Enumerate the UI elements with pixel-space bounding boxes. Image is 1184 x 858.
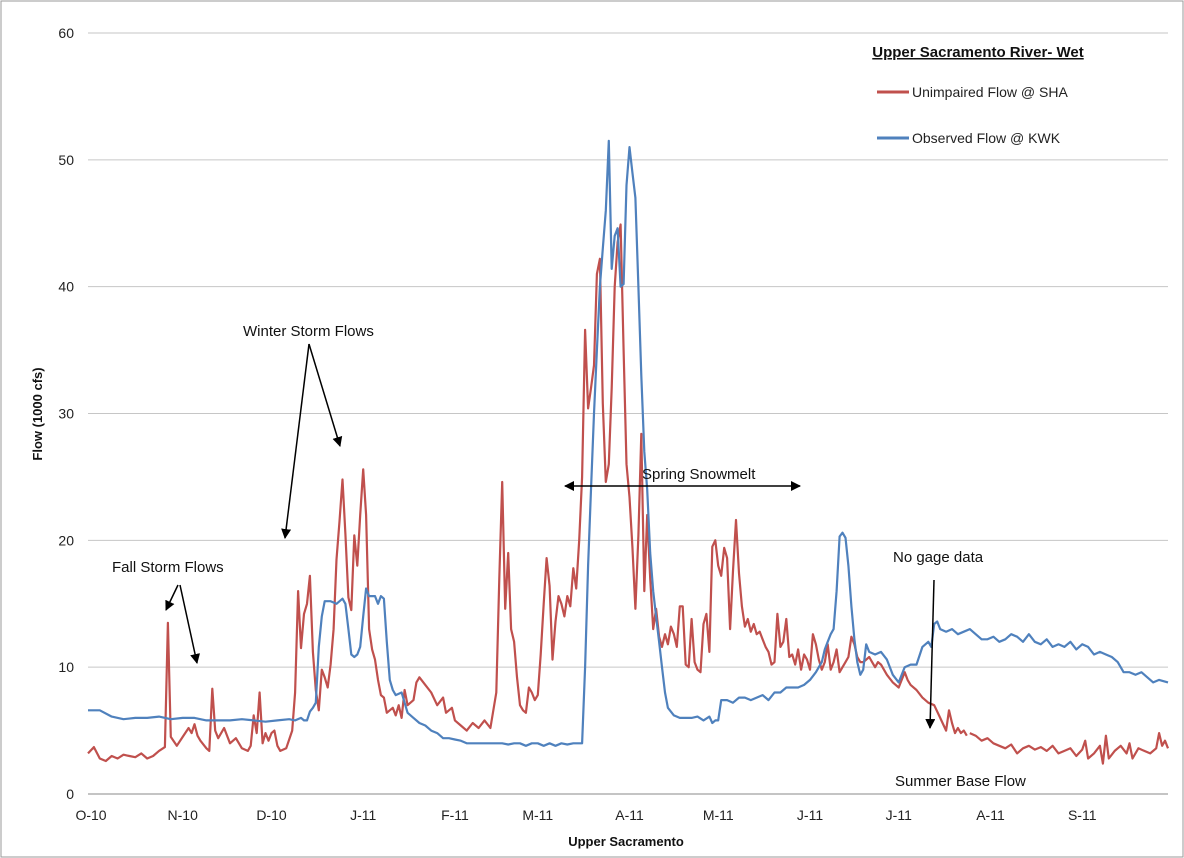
x-axis-ticks: O-10 N-10 D-10 J-11 F-11 M-11 A-11 M-11 J-11 J-11… xyxy=(75,807,1096,823)
x-tick-label: N-10 xyxy=(168,807,199,823)
y-tick-label: 40 xyxy=(58,279,74,295)
x-tick-label: A-11 xyxy=(615,807,644,823)
y-tick-label: 60 xyxy=(58,25,74,41)
annotation-summer-base-flow: Summer Base Flow xyxy=(895,773,1026,790)
annotation-winter-storm: Winter Storm Flows xyxy=(243,323,374,340)
chart-title: Upper Sacramento River- Wet xyxy=(872,44,1083,61)
x-axis-title: Upper Sacramento xyxy=(568,834,684,849)
arrow-winter-1 xyxy=(281,343,310,539)
annotation-no-gage-data: No gage data xyxy=(893,549,984,566)
annotation-fall-storm: Fall Storm Flows xyxy=(112,559,224,576)
arrow-no-gage xyxy=(925,579,936,729)
y-axis-title: Flow (1000 cfs) xyxy=(30,367,45,460)
x-tick-label: A-11 xyxy=(976,807,1005,823)
annotation-spring-snowmelt: Spring Snowmelt xyxy=(642,466,756,483)
y-tick-label: 50 xyxy=(58,152,74,168)
x-tick-label: M-11 xyxy=(522,807,553,823)
legend-label-observed: Observed Flow @ KWK xyxy=(912,130,1061,146)
x-tick-label: D-10 xyxy=(256,807,287,823)
x-tick-label: F-11 xyxy=(441,807,469,823)
y-tick-label: 20 xyxy=(58,532,74,548)
x-tick-label: M-11 xyxy=(703,807,734,823)
series-line-2 xyxy=(88,139,1169,747)
series-line-1 xyxy=(969,732,1170,765)
series-line-0 xyxy=(87,223,968,763)
x-tick-label: J-11 xyxy=(886,807,912,823)
arrow-winter-2 xyxy=(308,343,343,447)
x-tick-label: S-11 xyxy=(1068,807,1097,823)
series-lines xyxy=(87,139,1170,765)
arrow-fall-2 xyxy=(179,584,200,664)
y-axis-ticks: 0 10 20 30 40 50 60 xyxy=(58,25,74,802)
x-tick-label: J-11 xyxy=(350,807,376,823)
x-tick-label: J-11 xyxy=(797,807,823,823)
y-tick-label: 10 xyxy=(58,659,74,675)
arrow-fall-1 xyxy=(165,584,179,611)
legend-label-unimpaired: Unimpaired Flow @ SHA xyxy=(912,84,1068,100)
y-tick-label: 0 xyxy=(66,786,74,802)
x-tick-label: O-10 xyxy=(75,807,106,823)
y-tick-label: 30 xyxy=(58,406,74,422)
